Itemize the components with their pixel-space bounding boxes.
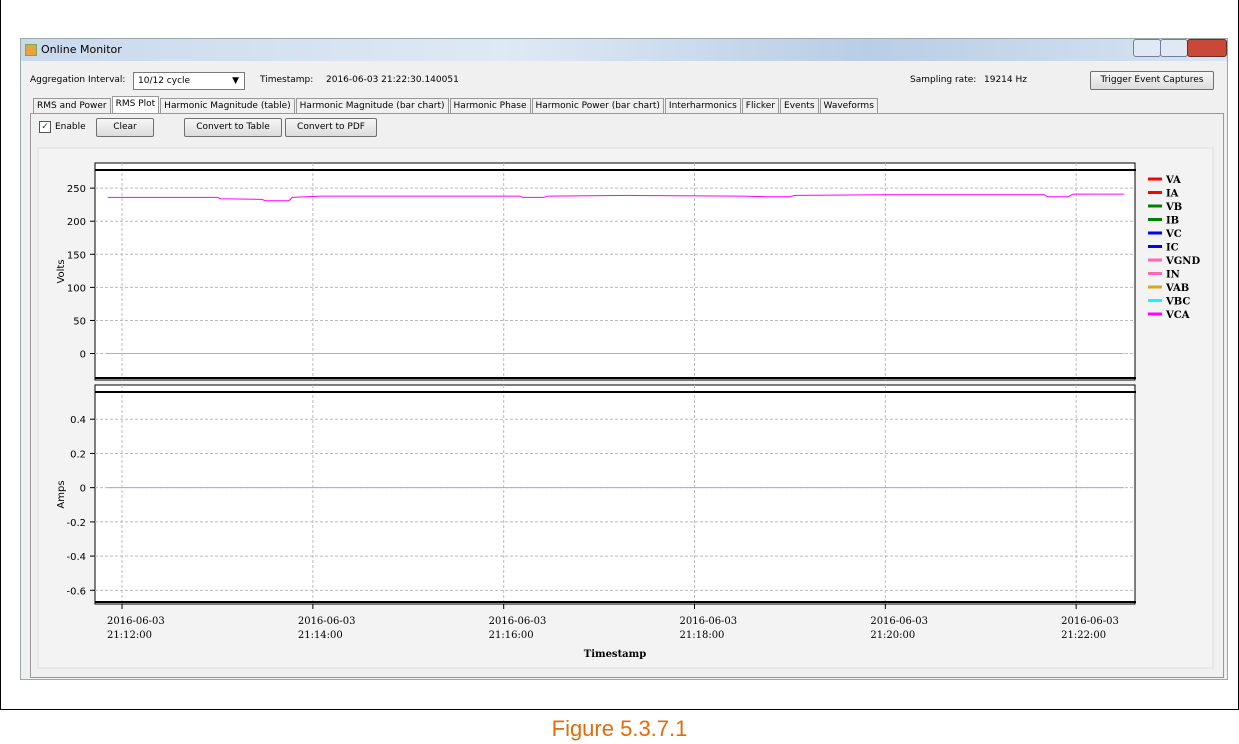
tab[interactable]: Harmonic Phase [449,98,531,113]
y-tick-label: 0 [80,484,86,495]
y-tick-label: 0.2 [70,449,86,460]
x-tick-label: 2016-06-03 21:22:00 [1061,616,1119,641]
x-tick-label: 2016-06-03 21:20:00 [870,616,928,641]
y-tick-label: 250 [67,184,86,195]
x-axis-label: Timestamp [584,649,647,660]
plot-area [94,162,1136,381]
x-tick-label: 2016-06-03 21:18:00 [680,616,738,641]
y-axis-label: Volts [56,259,67,283]
tab[interactable]: RMS and Power [33,98,111,113]
aggregation-label: Aggregation Interval: [30,75,126,85]
legend-label: IB [1166,216,1179,227]
legend-label: IN [1166,270,1180,281]
legend-label: VB [1165,202,1182,213]
figure-caption: Figure 5.3.7.1 [551,716,688,741]
convert-pdf-button[interactable]: Convert to PDF [285,118,377,137]
y-tick-label: -0.2 [66,518,86,529]
aggregation-dropdown[interactable]: 10/12 cycle ▼ [133,72,245,90]
convert-table-button[interactable]: Convert to Table [184,118,282,137]
y-tick-label: 200 [67,217,86,228]
tab[interactable]: Harmonic Magnitude (bar chart) [295,98,449,113]
plot-area [94,384,1136,605]
clear-button[interactable]: Clear [96,118,154,137]
trigger-button[interactable]: Trigger Event Captures [1090,71,1214,90]
legend-label: VA [1165,175,1181,186]
y-tick-label: 0 [80,350,86,361]
legend-label: VC [1165,229,1182,240]
tab[interactable]: Harmonic Power (bar chart) [531,98,664,113]
enable-label: Enable [55,122,86,132]
legend-label: VGND [1165,256,1200,267]
tab[interactable]: Waveforms [819,98,878,113]
tab[interactable]: Interharmonics [664,98,741,113]
series-line [107,193,1124,202]
legend-label: IA [1166,189,1179,200]
app-icon [25,44,37,56]
x-tick-label: 2016-06-03 21:14:00 [298,616,356,641]
aggregation-value: 10/12 cycle [138,76,191,86]
x-tick-label: 2016-06-03 21:12:00 [107,616,165,641]
sampling-label: Sampling rate: [910,75,977,85]
y-tick-label: 0.4 [70,415,86,426]
window-title: Online Monitor [41,43,122,56]
timestamp-value: 2016-06-03 21:22:30.140051 [326,75,459,85]
enable-checkbox[interactable]: ✓ [39,121,51,133]
title-bar: Online Monitor [21,39,1227,61]
y-tick-label: 150 [67,250,86,261]
tab[interactable]: Events [780,98,819,113]
timestamp-label: Timestamp: [260,75,314,85]
sampling-value: 19214 Hz [984,75,1027,85]
tab[interactable]: Harmonic Magnitude (table) [160,98,295,113]
y-tick-label: -0.6 [66,586,86,597]
close-button[interactable] [1187,39,1227,57]
chart: 0 50 100 150 200 250 Volts -0.6 -0.4 -0.2 0 0.2 0.4 A… [37,147,1214,669]
legend-label: VBC [1165,297,1190,308]
legend-label: IC [1166,243,1179,254]
tab[interactable]: Flicker [741,98,780,113]
y-tick-label: 100 [67,283,86,294]
x-tick-label: 2016-06-03 21:16:00 [489,616,547,641]
legend-label: VCA [1165,310,1190,321]
y-tick-label: -0.4 [66,552,86,563]
y-tick-label: 50 [73,316,86,327]
legend-label: VAB [1165,283,1189,294]
tab[interactable]: RMS Plot [111,96,160,114]
y-axis-label: Amps [56,480,67,508]
